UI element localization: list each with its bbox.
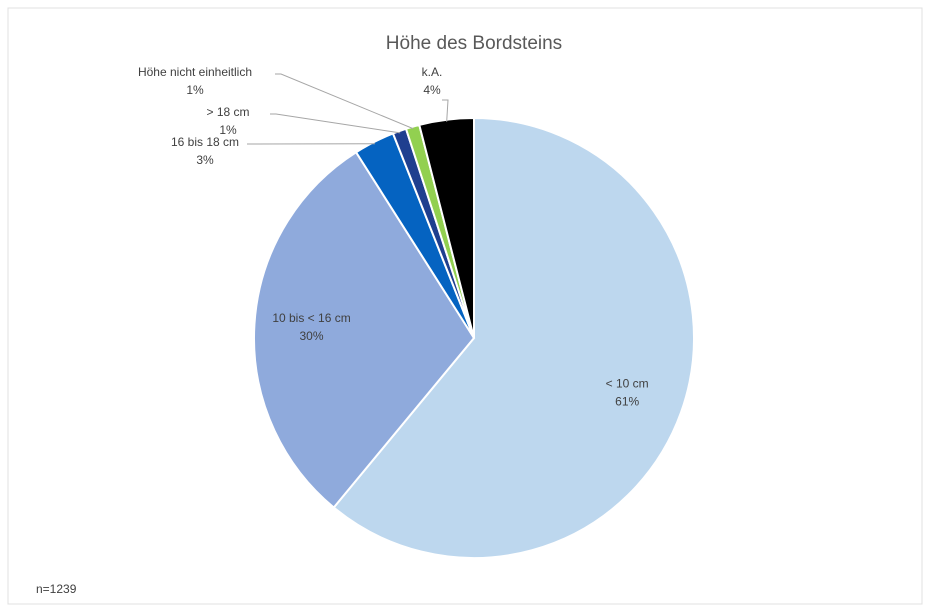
- slice-label: Höhe nicht einheitlich: [138, 65, 252, 79]
- slice-label: < 10 cm: [606, 376, 649, 390]
- slice-value-label: 30%: [300, 329, 324, 343]
- pie-slice: [332, 116, 695, 559]
- slice-value-label: 4%: [423, 83, 441, 97]
- slice-value-label: 61%: [615, 394, 639, 408]
- slice-value-label: 1%: [219, 123, 237, 137]
- slice-label: 16 bis 18 cm: [171, 135, 239, 149]
- slice-label: 10 bis < 16 cm: [272, 311, 350, 325]
- slice-label: > 18 cm: [206, 105, 249, 119]
- slice-value-label: 3%: [196, 153, 214, 167]
- leader-line: [270, 113, 401, 134]
- chart-title: Höhe des Bordsteins: [386, 33, 562, 54]
- sample-size: n=1239: [36, 582, 77, 596]
- leader-line: [442, 99, 449, 122]
- slice-label: k.A.: [422, 65, 443, 79]
- leader-line: [275, 73, 414, 130]
- pie-slice: [253, 150, 476, 509]
- slice-value-label: 1%: [186, 83, 204, 97]
